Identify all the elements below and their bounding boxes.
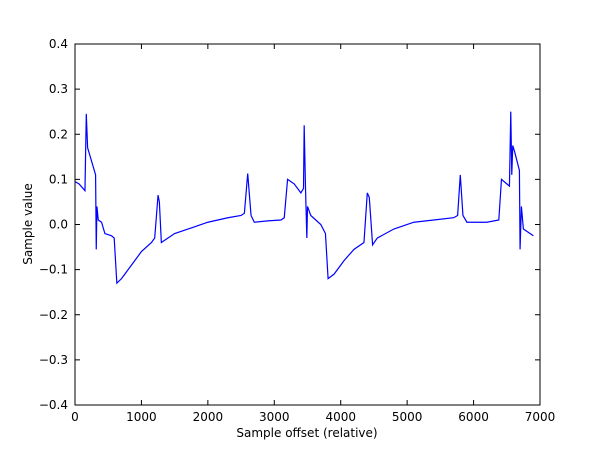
y-tick-label: 0.3 — [49, 82, 68, 96]
y-tick-label: 0.0 — [49, 218, 68, 232]
y-tick-label: −0.2 — [39, 308, 68, 322]
x-tick-label: 4000 — [325, 410, 356, 424]
x-tick-label: 7000 — [525, 410, 556, 424]
y-tick-label: 0.4 — [49, 37, 68, 51]
line-series — [74, 111, 534, 285]
x-tick-label: 6000 — [458, 410, 489, 424]
x-tick-label: 3000 — [259, 410, 290, 424]
y-tick-label: −0.1 — [39, 263, 68, 277]
y-tick-label: 0.1 — [49, 172, 68, 186]
y-axis-label: Sample value — [21, 183, 35, 265]
y-tick-label: −0.4 — [39, 398, 68, 412]
y-tick-label: −0.3 — [39, 353, 68, 367]
plot-frame — [74, 43, 541, 406]
x-axis-label: Sample offset (relative) — [236, 426, 377, 440]
y-tick-label: 0.2 — [49, 127, 68, 141]
x-tick-label: 2000 — [193, 410, 224, 424]
x-tick-label: 0 — [71, 410, 79, 424]
x-tick-label: 1000 — [126, 410, 157, 424]
x-tick-label: 5000 — [392, 410, 423, 424]
